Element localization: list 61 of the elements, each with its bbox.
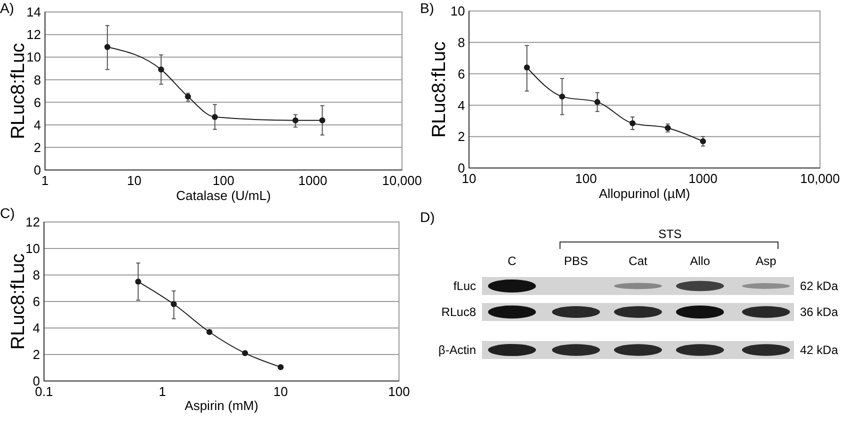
point xyxy=(206,328,212,335)
x-tick-label: 100 xyxy=(212,173,234,188)
x-tick-label: 1000 xyxy=(298,173,328,188)
text: Cat xyxy=(628,254,648,268)
text: 62 kDa xyxy=(800,279,838,293)
y-tick-label: 6 xyxy=(458,66,465,82)
y-tick-label: 12 xyxy=(26,214,40,230)
x-tick-label: 1 xyxy=(41,173,49,188)
point xyxy=(242,350,248,356)
y-tick-label: 8 xyxy=(34,72,41,88)
x-axis-title: Catalase (U/mL) xyxy=(176,188,271,203)
y-tick-label: 2 xyxy=(458,129,465,144)
text: PBS xyxy=(564,254,588,268)
y-tick-label: 6 xyxy=(34,94,41,110)
y-tick-label: 6 xyxy=(32,294,40,310)
x-tick-label: 10,000 xyxy=(382,173,422,188)
point xyxy=(278,364,284,370)
text: 36 kDa xyxy=(800,305,838,319)
y-tick-label: 4 xyxy=(458,98,465,113)
y-tick-label: 2 xyxy=(32,347,40,362)
y-axis-title: RLuc8:fLuc xyxy=(8,42,29,140)
text: Asp xyxy=(756,254,777,268)
text: D) xyxy=(420,209,435,225)
point xyxy=(135,278,142,285)
y-tick-label: 4 xyxy=(32,320,40,336)
chart-title: B) xyxy=(420,0,434,16)
y-tick-label: 0 xyxy=(34,162,41,178)
x-tick-label: 100 xyxy=(388,384,410,399)
text: β-Actin xyxy=(438,343,476,357)
y-tick-label: 10 xyxy=(26,50,41,65)
x-tick-label: 10 xyxy=(273,384,288,399)
y-tick-label: 4 xyxy=(34,117,41,132)
y-axis-title: RLuc8:fLuc xyxy=(429,41,450,138)
point xyxy=(524,64,530,71)
y-tick-label: 8 xyxy=(32,268,40,283)
text: fLuc xyxy=(453,279,476,293)
chart-title: C) xyxy=(0,205,15,221)
text: Allo xyxy=(690,254,710,268)
y-tick-label: 2 xyxy=(34,140,41,155)
point xyxy=(630,120,636,126)
x-tick-label: 10,000 xyxy=(800,171,840,186)
x-tick-label: 100 xyxy=(575,171,597,186)
y-tick-label: 0 xyxy=(458,160,465,176)
text: RLuc8 xyxy=(441,305,476,319)
y-tick-label: 10 xyxy=(450,4,465,19)
chart-title: A) xyxy=(0,0,14,16)
text: STS xyxy=(658,227,682,241)
y-tick-label: 8 xyxy=(458,34,465,50)
point xyxy=(700,138,706,144)
point xyxy=(170,301,177,308)
x-axis-title: Aspirin (mM) xyxy=(184,398,258,413)
x-tick-label: 1000 xyxy=(688,171,718,186)
point xyxy=(559,94,566,100)
x-tick-label: 1 xyxy=(158,384,166,399)
text: 42 kDa xyxy=(800,343,838,357)
x-axis-title: Allopurinol (µM) xyxy=(598,186,690,201)
text: C xyxy=(508,254,517,268)
x-tick-label: 10 xyxy=(127,173,142,188)
point xyxy=(594,99,600,106)
y-tick-label: 12 xyxy=(26,27,41,42)
y-tick-label: 14 xyxy=(26,4,41,20)
